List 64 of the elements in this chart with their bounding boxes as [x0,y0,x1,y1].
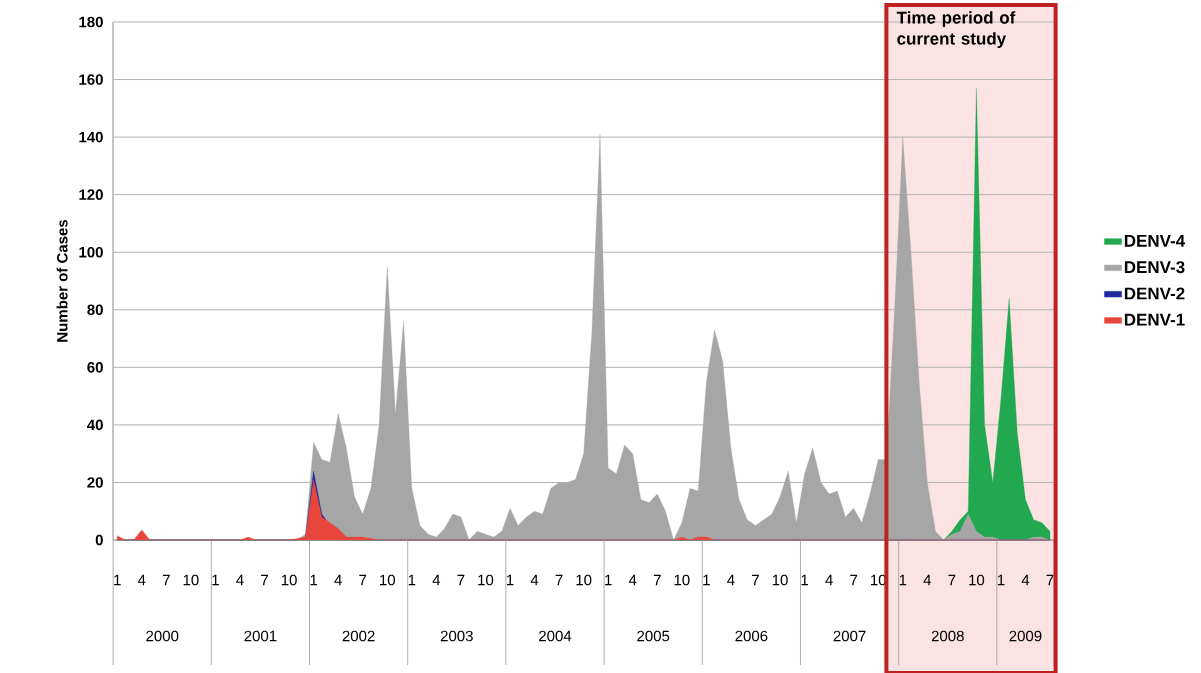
text: 2004 [539,630,572,642]
x-tick-label: 7 [1046,574,1054,586]
x-tick-label: 10 [674,574,690,586]
x-tick-label: 1 [506,574,514,586]
legend-label: DENV-3 [1124,261,1185,274]
x-tick-label: 1 [310,574,318,586]
x-tick-label: 10 [281,574,297,586]
x-tick-label: 4 [530,574,539,586]
x-tick-label: 7 [261,574,268,586]
x-tick-label: 10 [183,574,199,586]
legend-label: DENV-1 [1124,313,1185,326]
y-tick-label: 180 [79,16,103,28]
text: 2005 [637,630,670,642]
x-tick-label: 1 [703,574,710,586]
x-tick-label: 1 [408,574,416,586]
legend-label: DENV-4 [1124,234,1186,247]
x-tick-label: 4 [432,574,441,586]
text: 2001 [244,630,277,642]
band-label: Time period of current study [896,11,1016,49]
x-tick-label: 4 [137,574,146,586]
text: 2002 [342,630,375,642]
x-tick-label: 7 [850,574,858,586]
y-tick-label: 100 [79,246,103,258]
x-tick-label: 1 [801,574,809,586]
text: 2003 [440,630,473,642]
x-tick-label: 4 [923,574,932,586]
y-tick-label: 120 [79,189,103,200]
y-axis-title: Number of Cases [56,219,68,342]
x-tick-label: 4 [236,574,244,586]
x-tick-label: 1 [114,574,121,586]
x-tick-label: 10 [969,574,985,586]
x-tick-label: 4 [727,574,735,586]
x-tick-label: 4 [628,574,637,586]
x-tick-label: 1 [605,574,612,586]
x-tick-label: 7 [457,574,465,586]
x-tick-label: 7 [162,574,170,586]
x-tick-label: 4 [334,574,342,586]
text: 2009 [1009,630,1042,642]
x-tick-label: 4 [825,574,833,586]
x-tick-label: 10 [380,574,395,586]
x-tick-label: 7 [948,574,956,586]
x-tick-label: 1 [997,574,1005,586]
x-tick-label: 1 [212,574,219,586]
text: 2008 [931,630,964,642]
x-tick-label: 4 [1021,574,1030,586]
x-tick-label: 7 [752,574,759,586]
text: 2007 [833,630,866,642]
y-tick-label: 60 [87,362,103,373]
legend-label: DENV-2 [1124,287,1185,300]
x-tick-label: 10 [576,574,592,586]
x-tick-label: 7 [653,574,661,586]
x-tick-label: 7 [359,574,367,586]
y-tick-label: 40 [87,419,103,431]
x-tick-label: 1 [899,574,907,586]
x-tick-label: 10 [772,574,788,586]
y-tick-label: 160 [79,74,103,85]
text: 2000 [146,630,179,642]
y-tick-label: 20 [87,477,103,488]
y-tick-label: 80 [87,304,103,316]
text: 2006 [735,630,768,642]
y-tick-label: 0 [95,534,103,546]
x-tick-label: 10 [478,574,494,586]
y-tick-label: 140 [79,131,103,143]
x-tick-label: 7 [555,574,563,586]
